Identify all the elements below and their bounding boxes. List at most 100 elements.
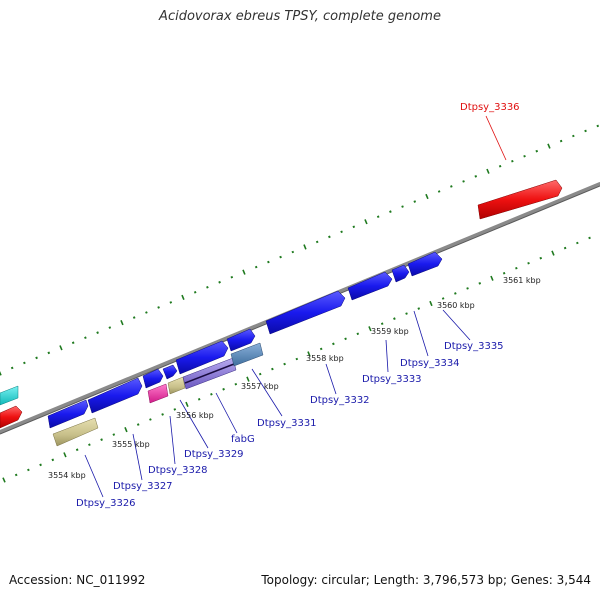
tick-mark-minor [315, 240, 319, 244]
accession-text: Accession: NC_011992 [9, 573, 146, 587]
gene-label-fabg[interactable]: fabG [231, 434, 255, 445]
gene-label-dtpsy-3327[interactable]: Dtpsy_3327 [113, 481, 173, 492]
tick-mark-minor [169, 301, 173, 304]
gene-arrow[interactable] [391, 264, 410, 283]
tick-mark-minor [267, 260, 270, 264]
tick-mark-minor [100, 438, 103, 441]
gene-arrow[interactable] [175, 340, 229, 375]
tick-mark-minor [328, 235, 331, 239]
tick-mark-minor [108, 326, 112, 329]
tick-mark-major [429, 300, 433, 307]
tick-mark-minor [51, 458, 55, 462]
gene-arrow[interactable] [407, 251, 443, 277]
tick-mark-major [2, 477, 6, 483]
tick-mark-minor [478, 282, 482, 285]
tick-label: 3559 kbp [371, 327, 409, 336]
tick-label: 3558 kbp [306, 354, 344, 363]
gene-box-dtpsy-3331[interactable] [230, 342, 264, 367]
tick-mark-minor [596, 124, 600, 128]
topology-text: Topology: circular; Length: 3,796,573 bp… [261, 573, 591, 587]
tick-label: 3555 kbp [112, 440, 150, 449]
tick-mark-minor [535, 149, 539, 153]
tick-mark-minor [218, 280, 221, 284]
tick-mark-minor [88, 443, 91, 447]
tick-mark-minor [454, 292, 457, 295]
tick-mark-minor [527, 261, 530, 265]
tick-mark-minor [47, 351, 51, 355]
reverse-strand-features [52, 342, 264, 447]
tick-mark-major [547, 143, 551, 149]
tick-mark-minor [96, 331, 99, 334]
tick-mark-minor [588, 236, 591, 240]
tick-mark-minor [450, 185, 453, 188]
gene-arrow[interactable] [226, 328, 256, 352]
tick-mark-minor [254, 265, 258, 269]
tick-mark-minor [206, 285, 209, 289]
tick-mark-major [486, 168, 490, 174]
tick-mark-minor [511, 159, 514, 163]
gene-arrow[interactable] [87, 377, 143, 414]
tick-mark-minor [441, 297, 445, 300]
tick-mark-minor [210, 392, 213, 396]
tick-mark-minor [466, 287, 469, 290]
gene-label-dtpsy-3333[interactable]: Dtpsy_3333 [362, 374, 422, 385]
tick-mark-major [490, 275, 494, 281]
tick-mark-minor [132, 316, 136, 319]
tick-mark-minor [234, 382, 238, 386]
tick-mark-minor [498, 164, 502, 168]
tick-mark-minor [222, 387, 225, 391]
gene-label-dtpsy-3328[interactable]: Dtpsy_3328 [148, 465, 208, 476]
tick-mark-minor [413, 200, 417, 203]
gene-arrow[interactable] [347, 271, 393, 301]
tick-mark-minor [271, 367, 274, 371]
tick-mark-major [364, 219, 368, 225]
tick-mark-minor [319, 347, 323, 351]
gene-box-dtpsy-3328[interactable] [147, 383, 169, 404]
tick-mark-minor [344, 337, 347, 341]
tick-mark-minor [393, 317, 396, 320]
tick-mark-major [551, 250, 555, 256]
gene-label-dtpsy-3334[interactable]: Dtpsy_3334 [400, 358, 460, 369]
gene-box-dtpsy-3326[interactable] [52, 417, 99, 447]
gene-box-dtpsy-3329[interactable] [167, 376, 186, 395]
gene-label-dtpsy-3326[interactable]: Dtpsy_3326 [76, 498, 136, 509]
gene-arrow[interactable] [265, 290, 346, 335]
gene-label-dtpsy-3335[interactable]: Dtpsy_3335 [444, 341, 504, 352]
tick-mark-minor [157, 306, 160, 309]
gene-label-dtpsy-3332[interactable]: Dtpsy_3332 [310, 395, 370, 406]
tick-mark-minor [23, 361, 26, 365]
tick-mark-minor [332, 342, 335, 346]
tick-mark-minor [295, 357, 299, 361]
tick-mark-minor [39, 463, 42, 467]
tick-mark-minor [279, 255, 282, 259]
tick-label: 3554 kbp [48, 471, 86, 480]
gene-arrow[interactable] [0, 405, 23, 429]
tick-mark-minor [417, 307, 421, 310]
gene-label-dtpsy-3329[interactable]: Dtpsy_3329 [184, 449, 244, 460]
gene-arrow[interactable] [0, 385, 19, 406]
gene-labels: Dtpsy_3326 Dtpsy_3327 Dtpsy_3328 Dtpsy_3… [76, 102, 520, 509]
tick-mark-major [307, 351, 311, 357]
gene-arrow-dtpsy-3336[interactable] [477, 179, 563, 220]
label-leader-line-red [485, 115, 507, 161]
tick-mark-major [59, 345, 63, 351]
gene-arrow[interactable] [142, 368, 164, 389]
gene-label-dtpsy-3336[interactable]: Dtpsy_3336 [460, 102, 520, 113]
tick-mark-major [0, 370, 2, 376]
tick-mark-minor [149, 418, 152, 421]
tick-mark-minor [75, 448, 79, 452]
label-leader-lines [84, 309, 471, 498]
tick-mark-minor [193, 290, 197, 294]
gene-arrow[interactable] [47, 399, 89, 429]
gene-arrow[interactable] [162, 364, 178, 380]
tick-mark-major [181, 294, 185, 301]
tick-mark-major [246, 376, 250, 382]
tick-mark-major [120, 319, 124, 326]
tick-mark-minor [437, 190, 441, 193]
tick-mark-minor [462, 180, 465, 183]
tick-mark-minor [502, 271, 506, 275]
tick-mark-minor [84, 336, 87, 340]
gene-label-dtpsy-3331[interactable]: Dtpsy_3331 [257, 418, 317, 429]
